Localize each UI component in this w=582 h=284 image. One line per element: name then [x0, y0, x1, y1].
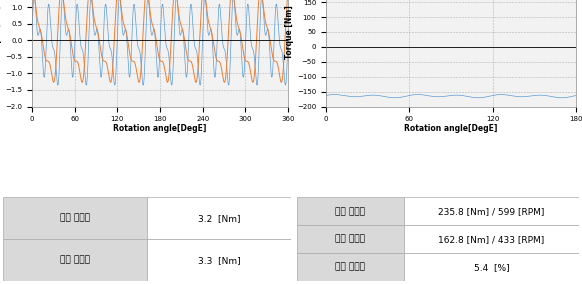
Inner Rotor — [378, 94, 385, 98]
Inner Rotor — [232, 17, 239, 21]
X-axis label: Rotation angle[DegE]: Rotation angle[DegE] — [404, 124, 498, 133]
Text: 235.8 [Nm] / 599 [RPM]: 235.8 [Nm] / 599 [RPM] — [438, 207, 545, 216]
Text: 부하 시 토크 (@100℃, 599rpm): 부하 시 토크 (@100℃, 599rpm) — [363, 12, 513, 22]
Text: 외측 회전자: 외측 회전자 — [60, 214, 90, 223]
Inner Rotor — [198, 56, 205, 59]
Inner Rotor — [481, 96, 488, 99]
FancyBboxPatch shape — [147, 197, 291, 239]
Inner Rotor — [573, 94, 580, 97]
Text: 3.2  [Nm]: 3.2 [Nm] — [198, 214, 240, 223]
Inner Rotor — [353, 95, 360, 99]
Outer Rotor — [254, 13, 261, 16]
Text: 외측 회전자: 외측 회전자 — [335, 207, 365, 216]
FancyBboxPatch shape — [297, 225, 404, 253]
Text: 토크 리플율: 토크 리플율 — [335, 263, 365, 272]
Inner Rotor — [285, 34, 292, 37]
Inner Rotor — [322, 94, 329, 97]
X-axis label: Rotation angle[DegE]: Rotation angle[DegE] — [113, 124, 207, 133]
FancyBboxPatch shape — [404, 225, 579, 253]
FancyBboxPatch shape — [3, 197, 147, 239]
FancyBboxPatch shape — [3, 239, 147, 281]
Outer Rotor — [198, 0, 205, 3]
Inner Rotor — [254, 75, 261, 78]
FancyBboxPatch shape — [404, 253, 579, 281]
Line: Inner Rotor: Inner Rotor — [326, 95, 576, 98]
Inner Rotor — [488, 94, 495, 97]
Y-axis label: Torque [Nm]: Torque [Nm] — [0, 5, 2, 59]
Line: Outer Rotor: Outer Rotor — [32, 0, 288, 82]
Text: 162.8 [Nm] / 433 [RPM]: 162.8 [Nm] / 433 [RPM] — [438, 235, 545, 244]
Inner Rotor — [327, 93, 334, 97]
Inner Rotor — [114, 22, 121, 25]
Outer Rotor — [232, 8, 239, 12]
Y-axis label: Torque [Nm]: Torque [Nm] — [285, 5, 294, 59]
FancyBboxPatch shape — [147, 239, 291, 281]
Text: 내측 회전자: 내측 회전자 — [60, 256, 90, 265]
Text: 3.3  [Nm]: 3.3 [Nm] — [198, 256, 240, 265]
Outer Rotor — [278, 81, 285, 84]
Inner Rotor — [86, 27, 93, 31]
FancyBboxPatch shape — [404, 197, 579, 225]
Inner Rotor — [414, 93, 421, 96]
Text: 5.4  [%]: 5.4 [%] — [474, 263, 509, 272]
Text: 내측 회전자: 내측 회전자 — [335, 235, 365, 244]
Inner Rotor — [391, 96, 398, 99]
Outer Rotor — [79, 79, 86, 82]
Line: Inner Rotor: Inner Rotor — [32, 0, 288, 85]
Inner Rotor — [79, 49, 86, 53]
Inner Rotor — [83, 83, 90, 87]
FancyBboxPatch shape — [297, 197, 404, 225]
Inner Rotor — [392, 96, 399, 99]
Inner Rotor — [29, 34, 36, 37]
FancyBboxPatch shape — [297, 253, 404, 281]
Text: 무부하 시 코깅토크 (@100℃, 599rpm): 무부하 시 코깅토크 (@100℃, 599rpm) — [63, 12, 231, 22]
